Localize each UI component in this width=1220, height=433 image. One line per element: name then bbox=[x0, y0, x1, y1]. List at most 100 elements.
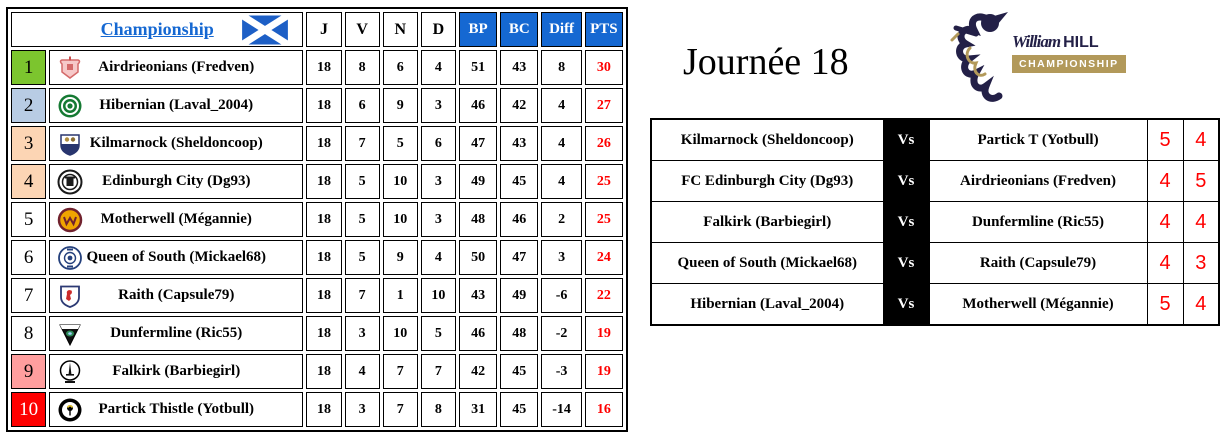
vs-label: Vs bbox=[882, 283, 930, 326]
home-score: 5 bbox=[1146, 118, 1184, 161]
stat-bc: 45 bbox=[500, 354, 539, 389]
table-row-6: 6 Queen of South (Mickael68) 18 5 9 4 50… bbox=[11, 240, 623, 275]
position-cell: 10 bbox=[11, 392, 47, 427]
position-cell: 2 bbox=[11, 88, 47, 123]
logo-brand-script: William bbox=[1012, 32, 1061, 51]
stat-pts: 16 bbox=[584, 392, 623, 427]
home-team: Kilmarnock (Sheldoncoop) bbox=[650, 118, 884, 161]
stat-d: 3 bbox=[420, 202, 456, 237]
team-cell: Airdrieonians (Fredven) bbox=[49, 50, 304, 85]
stat-diff: 2 bbox=[541, 202, 582, 237]
stat-diff: 4 bbox=[541, 88, 582, 123]
vs-label: Vs bbox=[882, 242, 930, 284]
stat-d: 8 bbox=[420, 392, 456, 427]
stat-diff: -2 bbox=[541, 316, 582, 351]
stat-d: 3 bbox=[420, 164, 456, 199]
fixture-row-3: Falkirk (Barbiegirl) Vs Dunfermline (Ric… bbox=[650, 201, 1220, 243]
col-header-v: V bbox=[344, 12, 380, 47]
stat-bc: 48 bbox=[500, 316, 539, 351]
stat-bp: 46 bbox=[458, 316, 498, 351]
stat-pts: 24 bbox=[584, 240, 623, 275]
col-header-bc: BC bbox=[500, 12, 539, 47]
crest-raith-icon bbox=[57, 283, 83, 309]
position-cell: 6 bbox=[11, 240, 47, 275]
team-name: Kilmarnock (Sheldoncoop) bbox=[89, 135, 263, 151]
crest-falkirk-icon bbox=[57, 359, 83, 385]
lion-rampant-icon bbox=[946, 8, 1010, 104]
vs-label: Vs bbox=[882, 201, 930, 243]
col-header-j: J bbox=[306, 12, 342, 47]
crest-airdrieonians-icon bbox=[57, 55, 83, 81]
team-name: Queen of South (Mickael68) bbox=[86, 249, 267, 265]
stat-v: 5 bbox=[344, 202, 380, 237]
stat-bp: 31 bbox=[458, 392, 498, 427]
position-cell: 9 bbox=[11, 354, 47, 389]
stat-d: 4 bbox=[420, 50, 456, 85]
stat-pts: 22 bbox=[584, 278, 623, 313]
away-team: Raith (Capsule79) bbox=[928, 242, 1148, 284]
table-row-10: 10 Partick Thistle (Yotbull) 18 3 7 8 31… bbox=[11, 392, 623, 427]
team-name: Falkirk (Barbiegirl) bbox=[112, 363, 241, 379]
fixtures-table: Kilmarnock (Sheldoncoop) Vs Partick T (Y… bbox=[650, 118, 1220, 326]
away-score: 4 bbox=[1182, 283, 1220, 326]
stat-bp: 46 bbox=[458, 88, 498, 123]
table-row-5: 5 Motherwell (Mégannie) 18 5 10 3 48 46 … bbox=[11, 202, 623, 237]
league-title: Championship bbox=[100, 19, 214, 39]
stat-v: 7 bbox=[344, 278, 380, 313]
stat-n: 10 bbox=[382, 202, 418, 237]
stat-diff: -3 bbox=[541, 354, 582, 389]
fixture-row-1: Kilmarnock (Sheldoncoop) Vs Partick T (Y… bbox=[650, 118, 1220, 161]
crest-queen-of-south-icon bbox=[57, 245, 83, 271]
table-row-2: 2 Hibernian (Laval_2004) 18 6 9 3 46 42 … bbox=[11, 88, 623, 123]
stat-bc: 43 bbox=[500, 126, 539, 161]
home-score: 4 bbox=[1146, 201, 1184, 243]
home-score: 4 bbox=[1146, 242, 1184, 284]
stat-d: 3 bbox=[420, 88, 456, 123]
home-score: 5 bbox=[1146, 283, 1184, 326]
team-name: Motherwell (Mégannie) bbox=[100, 211, 252, 227]
stat-v: 6 bbox=[344, 88, 380, 123]
stat-n: 9 bbox=[382, 88, 418, 123]
stat-bc: 42 bbox=[500, 88, 539, 123]
stat-bp: 43 bbox=[458, 278, 498, 313]
fixture-row-5: Hibernian (Laval_2004) Vs Motherwell (Mé… bbox=[650, 283, 1220, 326]
stat-d: 7 bbox=[420, 354, 456, 389]
team-cell: Hibernian (Laval_2004) bbox=[49, 88, 304, 123]
position-cell: 3 bbox=[11, 126, 47, 161]
stat-d: 5 bbox=[420, 316, 456, 351]
stat-bc: 49 bbox=[500, 278, 539, 313]
col-header-n: N bbox=[382, 12, 418, 47]
home-team: FC Edinburgh City (Dg93) bbox=[650, 160, 884, 202]
matchday-title: Journée 18 bbox=[683, 41, 849, 83]
stat-pts: 19 bbox=[584, 354, 623, 389]
logo-banner: CHAMPIONSHIP bbox=[1012, 55, 1126, 73]
away-score: 5 bbox=[1182, 160, 1220, 202]
home-team: Falkirk (Barbiegirl) bbox=[650, 201, 884, 243]
col-header-pts: PTS bbox=[584, 12, 623, 47]
table-row-1: 1 Airdrieonians (Fredven) 18 8 6 4 51 43… bbox=[11, 50, 623, 85]
team-cell: Raith (Capsule79) bbox=[49, 278, 304, 313]
team-name: Partick Thistle (Yotbull) bbox=[98, 401, 255, 417]
away-team: Dunfermline (Ric55) bbox=[928, 201, 1148, 243]
stat-j: 18 bbox=[306, 50, 342, 85]
team-cell: Queen of South (Mickael68) bbox=[49, 240, 304, 275]
stat-pts: 26 bbox=[584, 126, 623, 161]
home-team: Queen of South (Mickael68) bbox=[650, 242, 884, 284]
stat-n: 1 bbox=[382, 278, 418, 313]
stat-pts: 19 bbox=[584, 316, 623, 351]
stat-v: 3 bbox=[344, 316, 380, 351]
vs-label: Vs bbox=[882, 118, 930, 161]
team-name: Raith (Capsule79) bbox=[118, 287, 235, 303]
col-header-diff: Diff bbox=[541, 12, 582, 47]
stat-diff: 8 bbox=[541, 50, 582, 85]
away-score: 3 bbox=[1182, 242, 1220, 284]
crest-kilmarnock-icon bbox=[57, 131, 83, 157]
stat-n: 7 bbox=[382, 354, 418, 389]
stat-j: 18 bbox=[306, 278, 342, 313]
stat-j: 18 bbox=[306, 354, 342, 389]
vs-label: Vs bbox=[882, 160, 930, 202]
stat-diff: -14 bbox=[541, 392, 582, 427]
stat-bp: 50 bbox=[458, 240, 498, 275]
stat-bp: 49 bbox=[458, 164, 498, 199]
